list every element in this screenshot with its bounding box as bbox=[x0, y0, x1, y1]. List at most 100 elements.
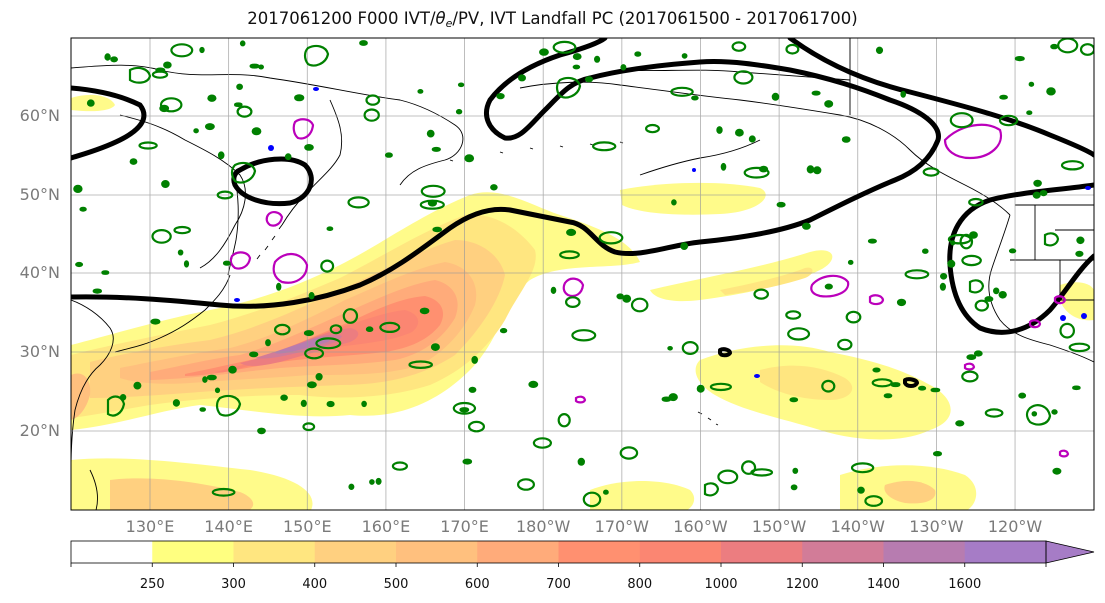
colorbar-tick-label: 300 bbox=[221, 577, 246, 592]
longitude-label: 120°W bbox=[987, 517, 1043, 536]
pv-contour bbox=[155, 67, 166, 73]
longitude-label: 130°E bbox=[125, 517, 175, 536]
pv-contour bbox=[193, 128, 199, 134]
pc-contours bbox=[229, 118, 1070, 458]
latitude-label: 30°N bbox=[19, 342, 60, 361]
coast-kamchatka bbox=[281, 99, 343, 226]
pv-contour bbox=[419, 307, 430, 315]
coast-okhotsk bbox=[119, 114, 246, 269]
pv-contour bbox=[369, 479, 375, 485]
pc-contour-1 bbox=[943, 123, 1003, 160]
pv-contour bbox=[258, 64, 265, 70]
pv-negative-dot bbox=[1081, 313, 1087, 319]
pv-contour bbox=[249, 351, 259, 358]
pv-contour bbox=[199, 46, 205, 54]
pv-contour bbox=[966, 354, 977, 361]
pv-contour bbox=[955, 420, 965, 427]
pv-contour bbox=[731, 41, 747, 52]
pv-contour bbox=[1026, 110, 1033, 116]
pv-negative-dot bbox=[1085, 186, 1091, 190]
pv-contour bbox=[806, 165, 815, 174]
pv-contour bbox=[459, 407, 470, 413]
latitude-label: 20°N bbox=[19, 421, 60, 440]
colorbar-tick-label: 400 bbox=[302, 577, 328, 592]
pc-contour-9 bbox=[1028, 319, 1042, 329]
pv-contour bbox=[845, 310, 862, 324]
pv-contour bbox=[496, 92, 505, 100]
pv-contour bbox=[276, 282, 282, 291]
pv-contour bbox=[73, 184, 83, 193]
pv-contour bbox=[572, 64, 581, 70]
coast-taiwan-ph bbox=[89, 469, 98, 510]
colorbar-segment bbox=[802, 541, 884, 563]
pv-contour bbox=[671, 199, 677, 206]
pv-contour bbox=[119, 393, 127, 401]
pv-contour bbox=[753, 288, 769, 300]
theta-e-main bbox=[71, 38, 941, 309]
pv-contour bbox=[430, 343, 440, 352]
pv-contour bbox=[875, 46, 884, 55]
pv-contour bbox=[417, 88, 424, 94]
pv-contour bbox=[939, 282, 947, 291]
pv-contour-large-2 bbox=[303, 44, 330, 67]
pv-negative-dot bbox=[692, 168, 696, 172]
pv-contour bbox=[150, 318, 161, 325]
pc-contour-4 bbox=[292, 118, 315, 140]
colorbar-segment bbox=[314, 541, 397, 563]
coast-japan bbox=[114, 274, 231, 353]
colorbar-tick-label: 1000 bbox=[704, 577, 738, 592]
pv-contour bbox=[79, 206, 87, 212]
pv-negative-dot bbox=[234, 298, 240, 302]
pv-contour bbox=[947, 259, 956, 268]
pv-contour bbox=[265, 339, 271, 347]
pv-contour bbox=[517, 74, 526, 82]
pv-contour bbox=[864, 495, 884, 507]
pv-contour bbox=[365, 94, 381, 106]
pv-contour bbox=[384, 152, 393, 158]
pv-contour bbox=[468, 420, 486, 433]
longitude-label: 150°W bbox=[751, 517, 807, 536]
pv-contour bbox=[1059, 322, 1075, 339]
pv-contour bbox=[984, 296, 994, 302]
pv-contour bbox=[559, 250, 580, 260]
colorbar-tick-label: 1200 bbox=[785, 577, 819, 592]
pv-contour bbox=[455, 108, 463, 115]
pv-contours bbox=[73, 38, 1094, 508]
pv-contour bbox=[557, 413, 571, 428]
pv-contour bbox=[821, 379, 836, 393]
pv-negative-dot bbox=[1060, 315, 1066, 321]
pv-contour bbox=[315, 372, 323, 381]
pv-contour bbox=[969, 231, 978, 239]
pv-contour bbox=[872, 367, 881, 373]
pv-contour bbox=[170, 43, 194, 58]
coast-alaska-peninsula bbox=[639, 139, 761, 176]
pv-contour bbox=[304, 143, 314, 151]
pv-contour bbox=[670, 86, 694, 97]
title-theta-symbol: θ bbox=[435, 9, 446, 28]
latitude-label: 50°N bbox=[19, 185, 60, 204]
pc-contour-12 bbox=[963, 362, 976, 371]
pv-contour bbox=[984, 408, 1004, 418]
pv-contour bbox=[257, 427, 266, 435]
pv-contour bbox=[1039, 190, 1048, 197]
theta-e-small-1 bbox=[718, 347, 732, 358]
pv-contour bbox=[968, 197, 984, 207]
pv-contour bbox=[471, 355, 479, 364]
pv-contour bbox=[468, 386, 477, 393]
pv-contour bbox=[566, 228, 577, 236]
pv-contour bbox=[900, 90, 907, 98]
pv-contour bbox=[516, 478, 535, 491]
pv-contour bbox=[228, 365, 237, 374]
pv-contour bbox=[787, 327, 811, 341]
figure-title: 2017061200 F000 IVT/θe/PV, IVT Landfall … bbox=[0, 9, 1105, 30]
ivt-patch-south-2 bbox=[590, 481, 695, 510]
pv-contour bbox=[532, 437, 553, 449]
ivt-patch-east-2 bbox=[720, 267, 813, 295]
pv-contour bbox=[917, 385, 927, 391]
colorbar-tick-label: 1600 bbox=[948, 577, 982, 592]
ivt-patch-south-1-inner bbox=[110, 478, 254, 510]
pv-contour bbox=[462, 458, 473, 465]
pv-contour bbox=[1079, 43, 1094, 56]
pv-contour bbox=[571, 329, 597, 342]
